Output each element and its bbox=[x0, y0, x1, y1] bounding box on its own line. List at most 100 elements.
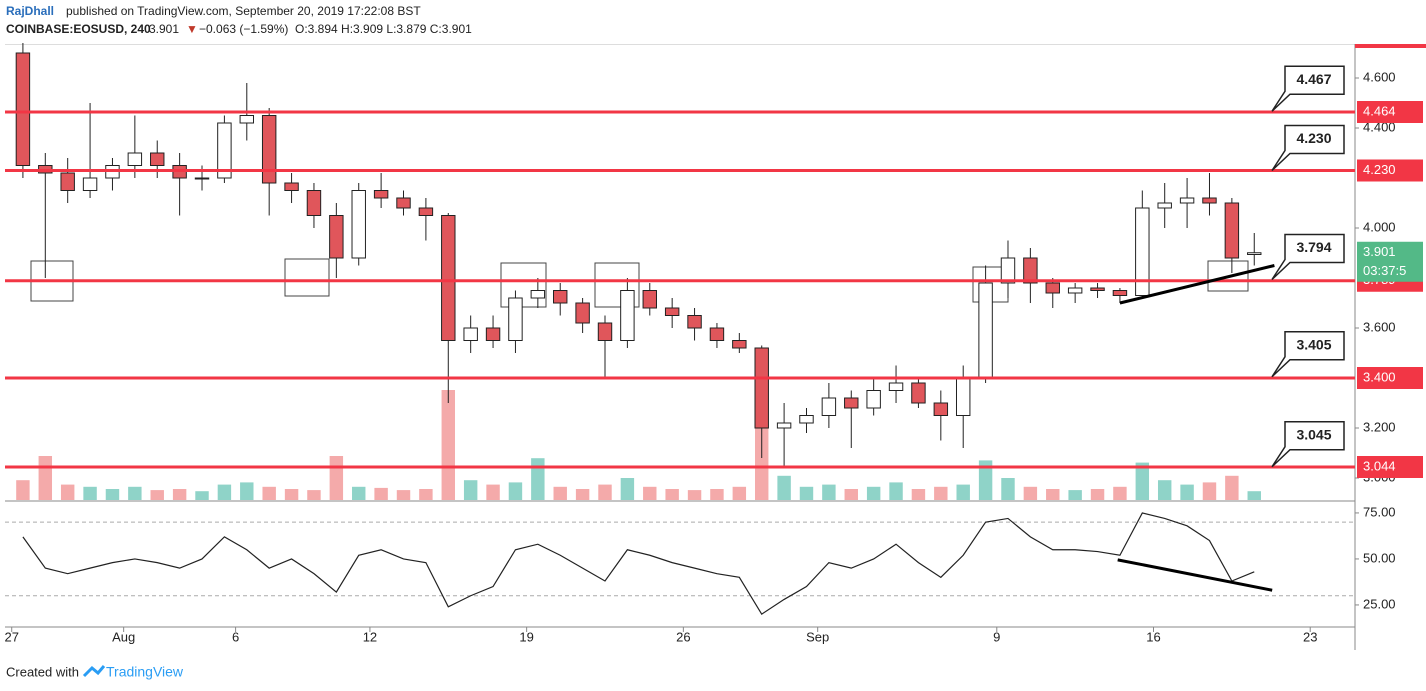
candle-body bbox=[687, 315, 702, 329]
candle-body bbox=[485, 327, 501, 341]
volume-bar bbox=[16, 480, 30, 500]
volume-bar bbox=[329, 456, 344, 500]
y-tick-label: 3.600 bbox=[1363, 319, 1396, 334]
volume-bar bbox=[956, 484, 970, 500]
price-tag-label: 4.230 bbox=[1363, 162, 1396, 177]
candle-body bbox=[844, 397, 859, 409]
rsi-tick-label: 50.00 bbox=[1363, 550, 1396, 565]
axis-marker bbox=[1355, 44, 1426, 48]
x-tick-label: 9 bbox=[993, 629, 1000, 644]
candle-body bbox=[1157, 202, 1172, 209]
x-tick-label: 12 bbox=[363, 629, 377, 644]
volume-bar bbox=[419, 489, 433, 500]
volume-bar bbox=[1180, 484, 1194, 500]
volume-bar bbox=[463, 480, 478, 500]
candle-body bbox=[150, 152, 165, 166]
x-tick-label: 6 bbox=[232, 629, 239, 644]
volume-bar bbox=[284, 489, 299, 500]
volume-bar bbox=[777, 475, 791, 500]
price-tag-label: 3.044 bbox=[1363, 458, 1396, 473]
candle-body bbox=[1023, 257, 1038, 284]
candle-body bbox=[1112, 290, 1128, 296]
candle-body bbox=[799, 415, 814, 424]
volume-bar bbox=[1113, 486, 1127, 500]
candle-body bbox=[754, 347, 769, 429]
callout-box bbox=[1271, 421, 1345, 468]
y-tick-label: 4.000 bbox=[1363, 219, 1396, 234]
volume-bar bbox=[575, 489, 590, 500]
rsi-tick-label: 25.00 bbox=[1363, 596, 1396, 611]
candle-body bbox=[575, 302, 590, 324]
volume-bar bbox=[38, 456, 53, 500]
x-tick-label: 19 bbox=[519, 629, 533, 644]
volume-bar bbox=[822, 484, 836, 500]
volume-bar bbox=[1001, 478, 1015, 500]
candle-body bbox=[1045, 282, 1060, 294]
last-price-label: 3.901 bbox=[1363, 244, 1396, 259]
x-tick-label: Sep bbox=[806, 629, 829, 644]
candle-body bbox=[217, 122, 232, 179]
candle-body bbox=[463, 327, 478, 341]
price-tag bbox=[1357, 367, 1423, 389]
rsi-tick-label: 75.00 bbox=[1363, 504, 1396, 519]
volume-bar bbox=[1090, 489, 1105, 500]
candle-body bbox=[933, 402, 949, 416]
volume-bar bbox=[732, 486, 747, 500]
countdown: 03:37:5 bbox=[1363, 263, 1406, 278]
volume-bar bbox=[866, 486, 881, 500]
author: RajDhall bbox=[6, 4, 54, 18]
volume-bar bbox=[643, 486, 657, 500]
volume-bar bbox=[352, 486, 366, 500]
volume-bar bbox=[1225, 475, 1239, 500]
candle-body bbox=[664, 307, 680, 316]
volume-bar bbox=[441, 390, 455, 500]
volume-bar bbox=[1135, 462, 1150, 500]
price-tag bbox=[1357, 159, 1423, 182]
candle-body bbox=[1179, 197, 1195, 204]
volume-bar bbox=[687, 490, 702, 500]
last-price: 3.901 bbox=[149, 22, 179, 36]
callout-box bbox=[1271, 65, 1345, 112]
candle-body bbox=[597, 322, 613, 341]
footer-text: Created with bbox=[6, 664, 79, 679]
volume-bar bbox=[889, 482, 903, 500]
volume-bar bbox=[1023, 486, 1038, 500]
volume-bar bbox=[374, 487, 388, 500]
candle-body bbox=[978, 282, 993, 379]
candle-body bbox=[396, 197, 411, 209]
price-tag bbox=[1357, 101, 1423, 123]
candle-body bbox=[418, 207, 434, 216]
volume-bar bbox=[620, 478, 635, 500]
rsi-trendline bbox=[1117, 558, 1273, 592]
volume-bar bbox=[486, 484, 500, 500]
symbol: COINBASE:EOSUSD, 240 bbox=[6, 22, 151, 36]
volume-bar bbox=[844, 489, 858, 500]
volume-bar bbox=[665, 489, 679, 500]
callout-box bbox=[1271, 233, 1345, 281]
ohlc: O:3.894 H:3.909 L:3.879 C:3.901 bbox=[295, 22, 472, 36]
candle-body bbox=[709, 327, 725, 341]
candle-body bbox=[284, 182, 299, 191]
volume-bar bbox=[1247, 491, 1261, 500]
callout-label: 4.230 bbox=[1296, 130, 1331, 146]
candle-body bbox=[508, 297, 523, 341]
volume-bar bbox=[307, 490, 321, 500]
x-tick-label: Aug bbox=[112, 629, 135, 644]
candle-body bbox=[955, 377, 971, 416]
candle-body bbox=[1090, 287, 1105, 291]
last-price-tag bbox=[1357, 241, 1423, 282]
candle-body bbox=[239, 115, 255, 124]
candle-body bbox=[821, 397, 837, 416]
published: published on TradingView.com, September … bbox=[66, 4, 421, 18]
x-tick-label: 26 bbox=[676, 629, 690, 644]
change-arrow: ▼ bbox=[186, 22, 198, 36]
y-tick-label: 4.600 bbox=[1363, 69, 1396, 84]
x-tick-label: 16 bbox=[1146, 629, 1160, 644]
volume-bar bbox=[710, 489, 724, 500]
candle-body bbox=[1202, 197, 1217, 204]
candle-body bbox=[866, 390, 881, 409]
candle-body bbox=[732, 340, 747, 349]
volume-bar bbox=[978, 460, 993, 500]
candle-body bbox=[329, 215, 344, 259]
volume-bar bbox=[934, 486, 948, 500]
